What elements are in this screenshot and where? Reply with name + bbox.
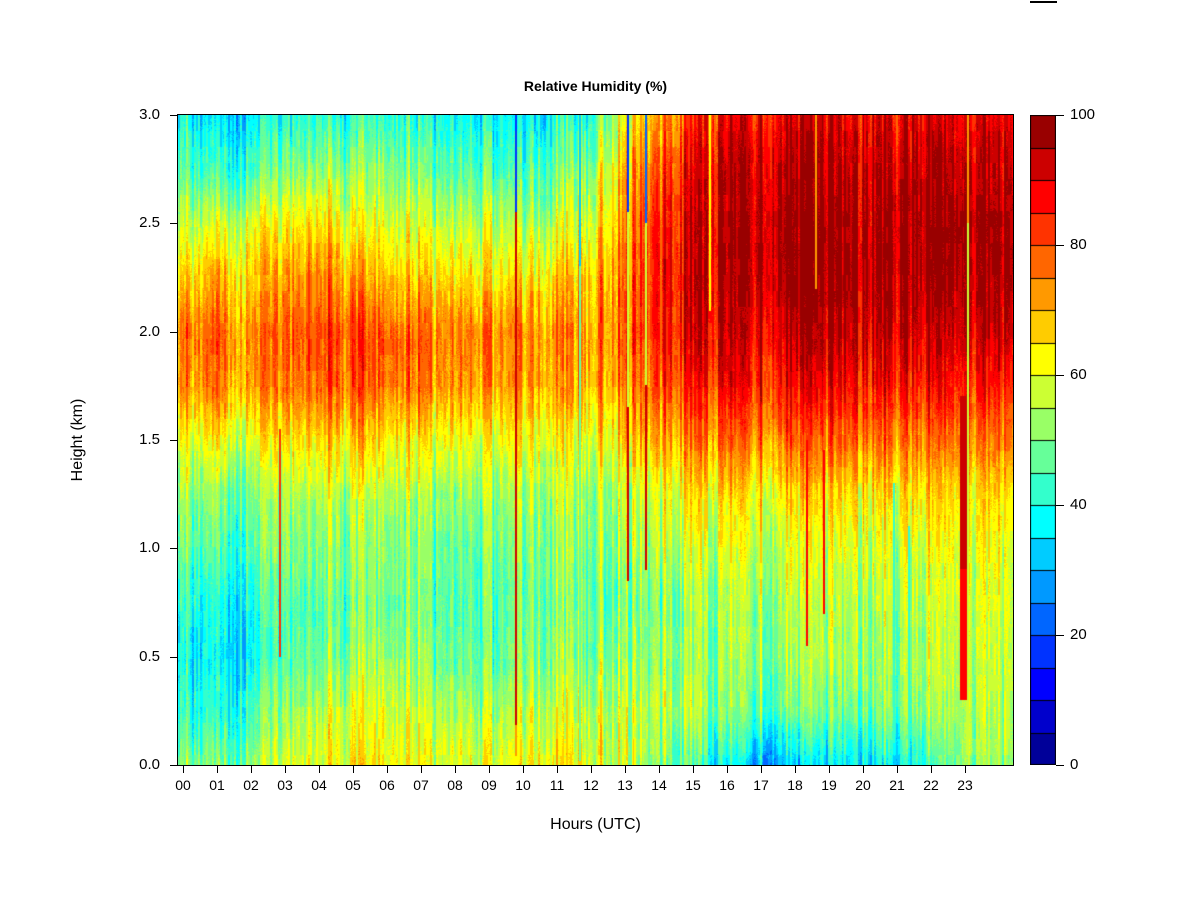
x-tick-label: 19: [821, 777, 837, 793]
x-tick-label: 14: [651, 777, 667, 793]
x-tick-label: 12: [583, 777, 599, 793]
y-tick-mark: [170, 765, 177, 766]
colorbar-tick-mark: [1056, 505, 1064, 506]
y-axis-label: Height (km): [69, 398, 86, 482]
x-tick-label: 09: [481, 777, 497, 793]
y-tick-mark: [170, 548, 177, 549]
x-tick-mark: [931, 766, 932, 773]
colorbar-tick-mark: [1056, 115, 1064, 116]
x-tick-label: 07: [413, 777, 429, 793]
y-tick-label: 2.0: [139, 323, 160, 340]
x-tick-mark: [489, 766, 490, 773]
colorbar-tick-label: 60: [1070, 366, 1087, 383]
x-tick-mark: [965, 766, 966, 773]
x-tick-label: 01: [209, 777, 225, 793]
colorbar-tick-label: 0: [1070, 756, 1079, 773]
colorbar-tick-label: 40: [1070, 496, 1087, 513]
x-tick-mark: [557, 766, 558, 773]
x-tick-mark: [387, 766, 388, 773]
plot-border: [177, 114, 1014, 766]
x-tick-mark: [727, 766, 728, 773]
colorbar-tick-mark: [1056, 375, 1064, 376]
x-tick-mark: [523, 766, 524, 773]
x-tick-mark: [217, 766, 218, 773]
x-tick-label: 00: [175, 777, 191, 793]
x-tick-label: 06: [379, 777, 395, 793]
colorbar-tick-label: 100: [1070, 106, 1096, 123]
colorbar-tick-mark: [1056, 765, 1064, 766]
x-tick-label: 21: [889, 777, 905, 793]
y-tick-mark: [170, 657, 177, 658]
x-tick-mark: [285, 766, 286, 773]
x-tick-mark: [829, 766, 830, 773]
x-tick-mark: [693, 766, 694, 773]
y-tick-label: 3.0: [139, 106, 160, 123]
x-tick-label: 04: [311, 777, 327, 793]
x-tick-label: 17: [753, 777, 769, 793]
x-tick-mark: [251, 766, 252, 773]
x-tick-label: 13: [617, 777, 633, 793]
humidity-heatmap: [178, 115, 1013, 765]
x-tick-mark: [625, 766, 626, 773]
y-tick-mark: [170, 332, 177, 333]
colorbar-tick-label: 20: [1070, 626, 1087, 643]
x-tick-mark: [761, 766, 762, 773]
y-tick-label: 2.5: [139, 214, 160, 231]
x-tick-mark: [795, 766, 796, 773]
y-tick-label: 1.0: [139, 539, 160, 556]
y-tick-mark: [170, 115, 177, 116]
x-tick-mark: [183, 766, 184, 773]
x-axis-label: Hours (UTC): [550, 816, 641, 833]
x-tick-label: 05: [345, 777, 361, 793]
x-tick-label: 02: [243, 777, 259, 793]
x-tick-label: 10: [515, 777, 531, 793]
x-tick-label: 20: [855, 777, 871, 793]
x-tick-label: 23: [957, 777, 973, 793]
x-tick-label: 22: [923, 777, 939, 793]
x-tick-label: 18: [787, 777, 803, 793]
artifact-line: [1030, 1, 1057, 3]
x-tick-mark: [659, 766, 660, 773]
y-tick-mark: [170, 223, 177, 224]
x-tick-mark: [319, 766, 320, 773]
x-tick-mark: [353, 766, 354, 773]
plot-title: Relative Humidity (%): [523, 78, 668, 94]
y-tick-label: 0.0: [139, 756, 160, 773]
y-tick-label: 1.5: [139, 431, 160, 448]
x-tick-label: 16: [719, 777, 735, 793]
x-tick-mark: [897, 766, 898, 773]
x-tick-label: 08: [447, 777, 463, 793]
x-tick-label: 11: [549, 777, 565, 793]
x-tick-mark: [863, 766, 864, 773]
x-tick-mark: [421, 766, 422, 773]
x-tick-label: 03: [277, 777, 293, 793]
x-tick-label: 15: [685, 777, 701, 793]
y-tick-mark: [170, 440, 177, 441]
colorbar: [1030, 115, 1056, 765]
colorbar-tick-mark: [1056, 635, 1064, 636]
x-tick-mark: [591, 766, 592, 773]
colorbar-tick-label: 80: [1070, 236, 1087, 253]
x-tick-mark: [455, 766, 456, 773]
y-tick-label: 0.5: [139, 648, 160, 665]
colorbar-tick-mark: [1056, 245, 1064, 246]
